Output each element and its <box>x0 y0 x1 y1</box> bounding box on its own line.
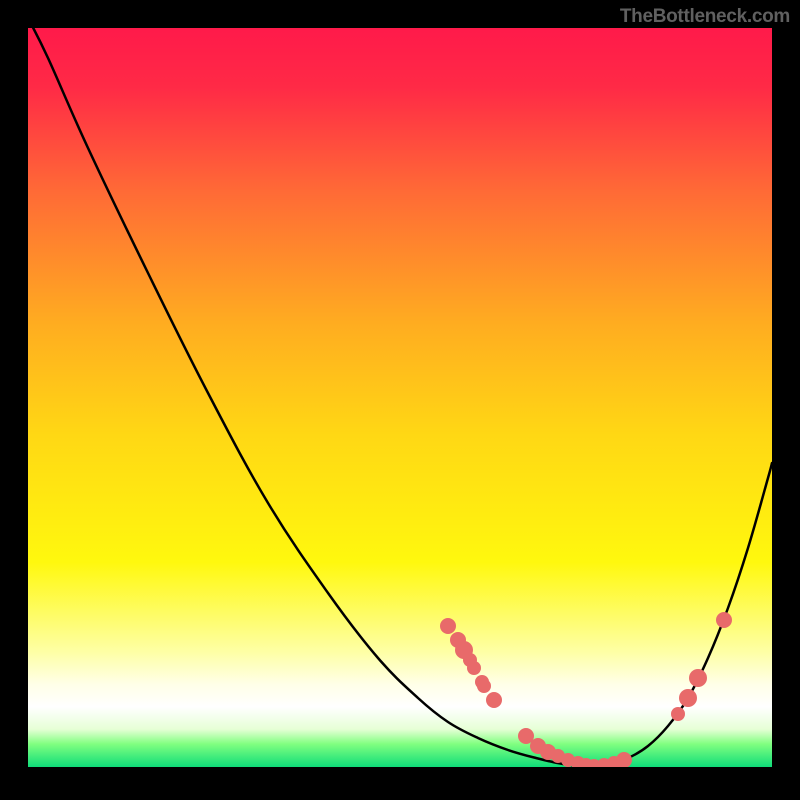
data-marker <box>467 661 481 675</box>
data-marker <box>689 669 707 687</box>
data-marker <box>616 752 632 768</box>
data-marker <box>486 692 502 708</box>
chart-container: TheBottleneck.com <box>0 0 800 800</box>
plot-area <box>28 28 772 770</box>
data-marker <box>679 689 697 707</box>
data-marker <box>477 679 491 693</box>
data-marker <box>671 707 685 721</box>
bottleneck-curve <box>28 28 772 766</box>
data-marker <box>440 618 456 634</box>
curve-layer <box>28 28 772 770</box>
watermark-label: TheBottleneck.com <box>620 6 790 28</box>
data-marker <box>716 612 732 628</box>
